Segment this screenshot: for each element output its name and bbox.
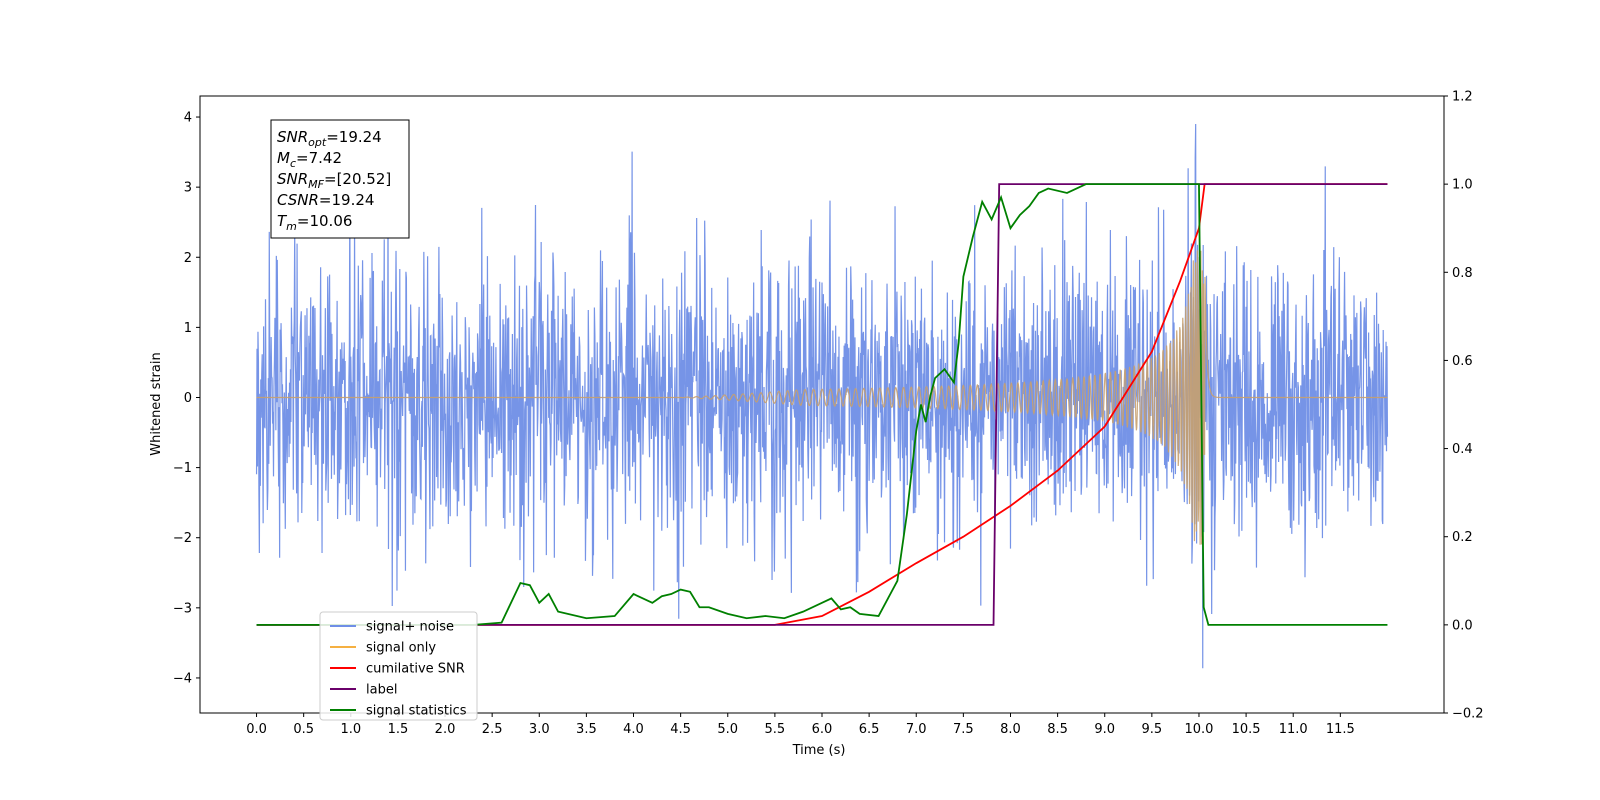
annotation-line: Mc=7.42 bbox=[277, 149, 342, 170]
y-left-tick-label: −1 bbox=[173, 461, 192, 476]
y-axis-left-label: Whitened strain bbox=[149, 352, 164, 455]
x-tick-label: 10.5 bbox=[1232, 722, 1261, 737]
y-right-tick-label: 0.0 bbox=[1452, 618, 1473, 633]
x-axis-ticks: 0.0 0.5 1.0 1.5 2.0 2.5 3.0 3.5 4.0 4.5 5.0 5.5 6.0 6… bbox=[246, 713, 1355, 737]
x-tick-label: 5.5 bbox=[765, 722, 786, 737]
x-axis-label: Time (s) bbox=[792, 743, 846, 758]
annotation-line: CSNR=19.24 bbox=[277, 191, 374, 209]
x-tick-label: 9.5 bbox=[1142, 722, 1163, 737]
x-tick-label: 8.5 bbox=[1047, 722, 1068, 737]
legend-label: signal+ noise bbox=[366, 620, 454, 635]
x-tick-label: 11.5 bbox=[1326, 722, 1355, 737]
x-tick-label: 9.0 bbox=[1094, 722, 1115, 737]
series-signal-only bbox=[256, 250, 1388, 545]
x-tick-label: 4.0 bbox=[623, 722, 644, 737]
x-tick-label: 4.5 bbox=[670, 722, 691, 737]
x-tick-label: 10.0 bbox=[1184, 722, 1213, 737]
annotation-line: SNRMF=[20.52] bbox=[277, 170, 391, 191]
legend-label: signal statistics bbox=[366, 704, 467, 719]
legend-label: cumilative SNR bbox=[366, 662, 465, 677]
x-tick-label: 7.5 bbox=[953, 722, 974, 737]
x-tick-label: 2.5 bbox=[482, 722, 503, 737]
y-left-tick-label: 1 bbox=[184, 321, 192, 336]
y-right-tick-label: 0.6 bbox=[1452, 354, 1473, 369]
x-tick-label: 6.0 bbox=[812, 722, 833, 737]
x-tick-label: 5.0 bbox=[717, 722, 738, 737]
x-tick-label: 0.0 bbox=[246, 722, 267, 737]
y-right-tick-label: 1.0 bbox=[1452, 178, 1473, 193]
annotation-line: SNRopt=19.24 bbox=[277, 128, 382, 149]
legend-label: label bbox=[366, 683, 397, 698]
annotation-line: Tm=10.06 bbox=[277, 212, 352, 233]
x-tick-label: 6.5 bbox=[859, 722, 880, 737]
y-left-tick-label: −3 bbox=[173, 601, 192, 616]
series-cumilative-snr bbox=[256, 183, 1388, 626]
y-left-tick-label: 3 bbox=[184, 181, 192, 196]
y-axis-right-ticks: −0.2 0.0 0.2 0.4 0.6 0.8 1.0 1.2 bbox=[1444, 90, 1484, 722]
x-tick-label: 3.5 bbox=[576, 722, 597, 737]
y-left-tick-label: 4 bbox=[184, 111, 192, 126]
y-right-tick-label: 0.2 bbox=[1452, 530, 1473, 545]
legend-label: signal only bbox=[366, 641, 436, 656]
right-axis-series bbox=[256, 183, 1388, 626]
x-tick-label: 7.0 bbox=[906, 722, 927, 737]
annotation-box: SNRopt=19.24Mc=7.42SNRMF=[20.52]CSNR=19.… bbox=[270, 119, 410, 239]
y-right-tick-label: 0.4 bbox=[1452, 442, 1473, 457]
x-tick-label: 11.0 bbox=[1279, 722, 1308, 737]
y-right-tick-label: 1.2 bbox=[1452, 90, 1473, 105]
x-tick-label: 1.5 bbox=[388, 722, 409, 737]
y-left-tick-label: −2 bbox=[173, 531, 192, 546]
y-right-tick-label: −0.2 bbox=[1452, 707, 1484, 722]
x-tick-label: 3.0 bbox=[529, 722, 550, 737]
x-tick-label: 1.0 bbox=[340, 722, 361, 737]
x-tick-label: 2.0 bbox=[435, 722, 456, 737]
y-left-tick-label: 0 bbox=[184, 391, 192, 406]
y-left-tick-label: 2 bbox=[184, 251, 192, 266]
x-tick-label: 0.5 bbox=[293, 722, 314, 737]
signal-only-line bbox=[256, 250, 1388, 545]
y-left-tick-label: −4 bbox=[173, 671, 192, 686]
y-right-tick-label: 0.8 bbox=[1452, 266, 1473, 281]
x-tick-label: 8.0 bbox=[1000, 722, 1021, 737]
y-axis-left-ticks: −4 −3 −2 −1 0 1 2 3 4 bbox=[173, 111, 200, 686]
series-signal-statistics bbox=[256, 183, 1388, 626]
legend: signal+ noise signal only cumilative SNR la… bbox=[319, 611, 478, 721]
